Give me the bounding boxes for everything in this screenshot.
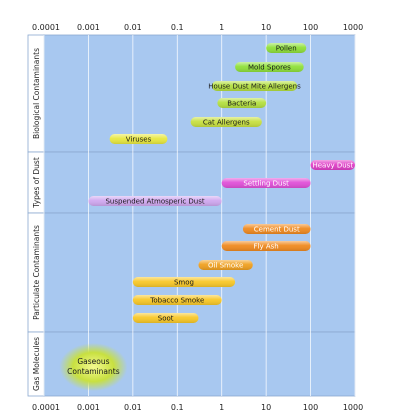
x-tick-label-bottom: 10: [261, 403, 271, 412]
range-bars: Pollen Mold Spores House Dust Mite Allerge…: [59, 43, 355, 391]
bar-label: Cement Dust: [254, 226, 300, 234]
bar-label: Tobacco Smoke: [149, 297, 204, 305]
range-bar-sheen: [109, 134, 168, 144]
x-tick-label-top: 1: [219, 23, 224, 32]
range-bar-sheen: [266, 43, 307, 53]
bar-label: Settling Dust: [243, 180, 289, 188]
range-bar-sheen: [190, 117, 262, 127]
x-tick-label-top: 100: [303, 23, 318, 32]
range-bar-sheen: [198, 260, 253, 270]
range-bar-sheen: [211, 81, 298, 91]
range-bar-sheen: [242, 224, 311, 234]
range-bar-sheen: [217, 98, 267, 108]
x-axis-top: 0.0001 0.001 0.01 0.1 1 10 100 1000: [32, 23, 363, 32]
bar-label: Smog: [174, 279, 194, 287]
bar-label: Bacteria: [227, 100, 256, 108]
bar-label: Cat Allergens: [203, 119, 250, 127]
bar-label: Suspended Atmosperic Dust: [105, 198, 204, 206]
range-bar-sheen: [221, 178, 311, 188]
range-bar-sheen: [132, 313, 199, 323]
x-tick-label-bottom: 0.01: [124, 403, 142, 412]
x-tick-label-top: 1000: [343, 23, 363, 32]
range-bar-sheen: [132, 295, 222, 305]
group-panels: [27, 34, 356, 397]
bar-label: House Dust Mite Allergens: [208, 83, 301, 91]
x-tick-label-top: 0.001: [77, 23, 100, 32]
group-label: Biological Contaminants: [32, 48, 41, 139]
group-label: Gas Molecules: [32, 337, 41, 391]
x-tick-label-bottom: 0.001: [77, 403, 100, 412]
bar-label: Gaseous: [77, 357, 109, 366]
x-tick-label-top: 0.0001: [32, 23, 60, 32]
range-bar-sheen: [310, 160, 355, 170]
x-tick-label-bottom: 0.0001: [32, 403, 60, 412]
bar-label: Heavy Dust: [312, 162, 353, 170]
range-bar: [59, 343, 128, 391]
range-bar-sheen: [132, 277, 236, 287]
x-tick-label-top: 0.1: [171, 23, 184, 32]
bar-label: Pollen: [276, 45, 297, 53]
x-tick-label-bottom: 1: [219, 403, 224, 412]
x-tick-label-top: 10: [261, 23, 271, 32]
bar-label: Oil Smoke: [208, 262, 243, 270]
x-tick-label-bottom: 0.1: [171, 403, 184, 412]
x-tick-label-top: 0.01: [124, 23, 142, 32]
group-labels: Biological Contaminants Types of Dust Part…: [32, 48, 41, 391]
bar-label: Fly Ash: [254, 243, 279, 251]
bar-label: Mold Spores: [248, 64, 291, 72]
range-bar-sheen: [88, 196, 222, 206]
bar-label: Viruses: [126, 136, 152, 144]
group-label: Types of Dust: [32, 157, 41, 209]
x-tick-label-bottom: 100: [303, 403, 318, 412]
group-panel: [43, 34, 356, 153]
grid-lines: [43, 35, 356, 396]
range-bar-sheen: [221, 241, 311, 251]
range-bar-sheen: [235, 62, 304, 72]
x-axis-bottom: 0.0001 0.001 0.01 0.1 1 10 100 1000: [32, 403, 363, 412]
group-label: Particulate Contaminants: [32, 225, 41, 320]
bar-label: Contaminants: [67, 367, 120, 376]
bar-label: Soot: [158, 315, 174, 323]
x-tick-label-bottom: 1000: [343, 403, 363, 412]
